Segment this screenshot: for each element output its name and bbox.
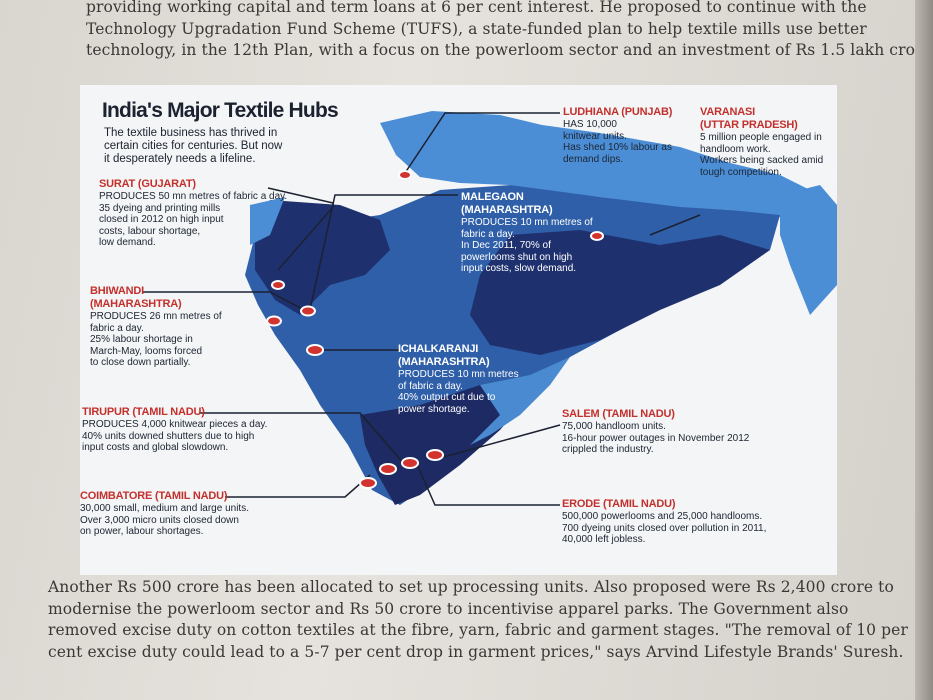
map-region-dark-south xyxy=(360,385,530,505)
hub-line: input costs, slow demand. xyxy=(461,263,577,274)
india-map xyxy=(142,111,837,506)
hub-malegaon: MALEGAON (MAHARASHTRA) PRODUCES 10 mn me… xyxy=(461,191,593,275)
hub-name: SALEM (TAMIL NADU) xyxy=(562,408,675,420)
hub-line: low demand. xyxy=(99,237,156,248)
textile-hubs-infographic: India's Major Textile Hubs The textile b… xyxy=(80,85,837,575)
hub-tirupur: TIRUPUR (TAMIL NADU) PRODUCES 4,000 knit… xyxy=(82,406,267,454)
hub-marker-varanasi xyxy=(590,231,604,241)
hub-line: 40% output cut due to xyxy=(398,392,496,403)
map-region-northeast xyxy=(780,185,837,315)
hub-bhiwandi: BHIWANDI (MAHARASHTRA) PRODUCES 26 mn me… xyxy=(90,285,222,369)
hub-line: 35 dyeing and printing mills xyxy=(99,202,221,214)
text-line: Another Rs 500 crore has been allocated … xyxy=(48,578,894,596)
hub-line: 5 million people engaged in xyxy=(700,132,822,143)
hub-line: fabric a day. xyxy=(90,322,144,334)
intro-line: certain cities for centuries. But now xyxy=(104,140,283,152)
hub-name: SURAT (GUJARAT) xyxy=(99,178,196,190)
hub-ludhiana: LUDHIANA (PUNJAB) HAS 10,000 knitwear un… xyxy=(563,106,672,165)
infographic-intro: The textile business has thrived in cert… xyxy=(104,127,282,166)
hub-coimbatore: COIMBATORE (TAMIL NADU) 30,000 small, me… xyxy=(80,490,249,538)
map-region-light-left xyxy=(250,197,285,245)
hub-line: costs, labour shortage, xyxy=(99,225,201,237)
text-line: modernise the powerloom sector and Rs 50… xyxy=(48,599,849,618)
hub-line: crippled the industry. xyxy=(562,444,654,455)
hub-markers xyxy=(266,170,604,489)
hub-line: knitwear units. xyxy=(563,130,627,142)
hub-line: Has shed 10% labour as xyxy=(563,142,672,153)
hub-line: input costs and global slowdown. xyxy=(82,442,229,453)
hub-name: TIRUPUR (TAMIL NADU) xyxy=(82,406,205,418)
hub-marker-salem xyxy=(426,449,444,461)
hub-ichalkaranji: ICHALKARANJI (MAHARASHTRA) PRODUCES 10 m… xyxy=(398,343,519,415)
hub-line: Workers being sacked amid xyxy=(700,155,824,166)
hub-erode: ERODE (TAMIL NADU) 500,000 powerlooms an… xyxy=(562,498,766,546)
intro-line: it desperately needs a lifeline. xyxy=(104,153,256,165)
hub-marker-surat xyxy=(271,280,285,290)
hub-line: power shortage. xyxy=(398,403,470,415)
map-region-dark-east xyxy=(470,230,770,355)
map-region-dark-west xyxy=(255,200,390,315)
hub-line: closed in 2012 on high input xyxy=(99,214,224,225)
hub-line: 40% units downed shutters due to high xyxy=(82,430,255,442)
hub-salem: SALEM (TAMIL NADU) 75,000 handloom units… xyxy=(562,408,749,456)
hub-line: PRODUCES 50 mn metres of fabric a day. xyxy=(99,191,288,202)
hub-line: In Dec 2011, 70% of xyxy=(461,240,551,251)
hub-line: 16-hour power outages in November 2012 xyxy=(562,432,750,444)
article-text-bottom: Another Rs 500 crore has been allocated … xyxy=(48,577,908,663)
hub-line: PRODUCES 4,000 knitwear pieces a day. xyxy=(82,419,268,430)
hub-line: March-May, looms forced xyxy=(90,345,203,357)
hub-line: demand dips. xyxy=(563,153,624,165)
hub-line: powerlooms shut on high xyxy=(461,251,573,263)
hub-line: HAS 10,000 xyxy=(563,119,617,130)
hub-line: PRODUCES 10 mn metres xyxy=(398,369,519,380)
hub-name: (UTTAR PRADESH) xyxy=(700,119,798,131)
hub-varanasi: VARANASI (UTTAR PRADESH) 5 million peopl… xyxy=(700,106,823,178)
hub-marker-ichalkaranji xyxy=(306,344,324,356)
hub-marker-bhiwandi xyxy=(266,315,282,327)
page-edge xyxy=(915,0,933,700)
hub-line: to close down partially. xyxy=(90,357,191,368)
map-region-light-south xyxy=(470,357,570,445)
hub-name: VARANASI xyxy=(700,106,756,118)
text-line: cent excise duty could lead to a 5-7 per… xyxy=(48,642,904,661)
hub-name: LUDHIANA (PUNJAB) xyxy=(563,106,673,118)
intro-line: The textile business has thrived in xyxy=(104,127,278,139)
hub-line: 25% labour shortage in xyxy=(90,334,193,345)
hub-line: 30,000 small, medium and large units. xyxy=(80,503,249,514)
map-region-north xyxy=(380,111,820,220)
hub-marker-tirupur xyxy=(379,463,397,475)
hub-name: COIMBATORE (TAMIL NADU) xyxy=(80,490,228,502)
hub-name: (MAHARASHTRA) xyxy=(461,204,553,216)
hub-name: BHIWANDI xyxy=(90,285,145,297)
text-line: providing working capital and term loans… xyxy=(86,0,867,16)
hub-line: on power, labour shortages. xyxy=(80,526,204,537)
hub-line: tough competition. xyxy=(700,166,782,178)
hub-line: 75,000 handloom units. xyxy=(562,421,666,432)
hub-marker-coimbatore xyxy=(359,477,377,489)
hub-marker-malegaon xyxy=(300,305,316,317)
infographic-title: India's Major Textile Hubs xyxy=(102,99,339,122)
hub-name: (MAHARASHTRA) xyxy=(398,356,490,368)
article-text-top: providing working capital and term loans… xyxy=(86,0,933,62)
hub-line: PRODUCES 26 mn metres of xyxy=(90,311,222,322)
hub-marker-ludhiana xyxy=(398,170,412,180)
hub-name: ERODE (TAMIL NADU) xyxy=(562,498,676,510)
hub-surat: SURAT (GUJARAT) PRODUCES 50 mn metres of… xyxy=(99,178,287,249)
hub-line: 40,000 left jobless. xyxy=(562,534,646,545)
text-line: technology, in the 12th Plan, with a foc… xyxy=(86,41,933,59)
hub-line: fabric a day. xyxy=(461,228,515,240)
hub-marker-erode xyxy=(401,457,419,469)
hub-name: (MAHARASHTRA) xyxy=(90,298,182,310)
text-line: removed excise duty on cotton textiles a… xyxy=(48,621,908,639)
hub-line: 500,000 powerlooms and 25,000 handlooms. xyxy=(562,511,763,522)
hub-name: ICHALKARANJI xyxy=(398,343,479,355)
text-line: Technology Upgradation Fund Scheme (TUFS… xyxy=(86,19,867,38)
hub-name: MALEGAON xyxy=(461,191,524,203)
hub-line: Over 3,000 micro units closed down xyxy=(80,514,239,526)
hub-line: handloom work. xyxy=(700,143,771,155)
hub-line: PRODUCES 10 mn metres of xyxy=(461,217,593,228)
hub-line: of fabric a day. xyxy=(398,380,463,392)
hub-line: 700 dyeing units closed over pollution i… xyxy=(562,522,767,534)
